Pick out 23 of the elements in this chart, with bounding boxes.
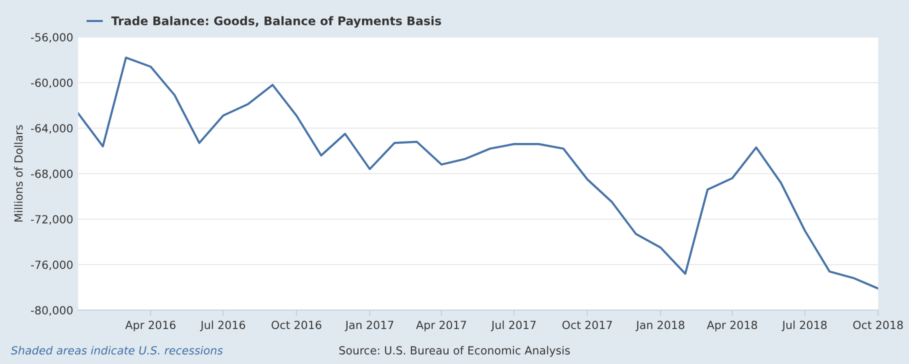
x-tick-label: Apr 2017: [416, 320, 466, 332]
x-tick-label: Oct 2018: [853, 320, 903, 330]
y-tick-label: -72,000: [30, 215, 73, 225]
x-tick-label: Apr 2016: [125, 320, 176, 332]
x-tick-label: Oct 2017: [562, 320, 612, 330]
y-tick-label: -64,000: [30, 124, 73, 134]
x-tick-label: Apr 2018: [706, 320, 758, 332]
y-tick-label: -68,000: [30, 170, 73, 180]
y-tick-label: -60,000: [30, 78, 73, 88]
x-tick-label: Jul 2017: [490, 320, 536, 332]
y-tick-label: -56,000: [30, 33, 73, 43]
text: Shaded areas indicate U.S. recessions: [10, 346, 223, 355]
legend-label: Trade Balance: Goods, Balance of Payments Basis: [111, 16, 442, 28]
x-tick-label: Jul 2016: [200, 320, 246, 332]
x-tick-label: Jan 2018: [636, 320, 684, 332]
x-tick-label: Jan 2017: [344, 320, 394, 332]
source-note: Source: U.S. Bureau of Economic Analysis: [339, 346, 570, 357]
y-tick-label: -80,000: [30, 306, 73, 316]
y-tick-label: -76,000: [30, 260, 73, 270]
line-series: [78, 56, 878, 290]
x-tick-label: Jul 2018: [782, 320, 827, 332]
x-tick-label: Oct 2016: [272, 320, 322, 330]
y-axis-title: Millions of Dollars: [14, 125, 23, 222]
